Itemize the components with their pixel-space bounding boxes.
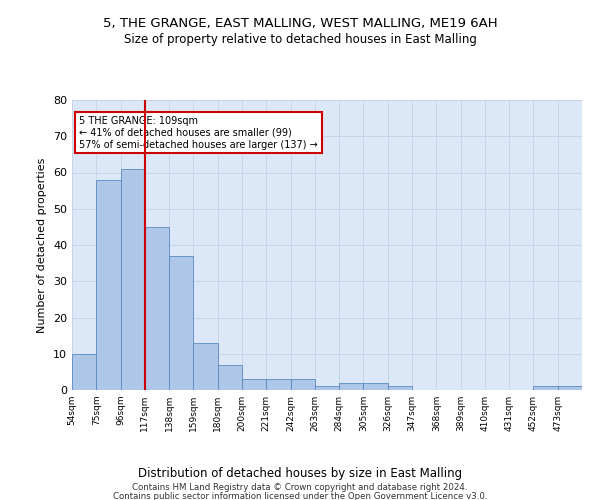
Text: Distribution of detached houses by size in East Malling: Distribution of detached houses by size … (138, 468, 462, 480)
Bar (266, 379, 290, 390)
Text: 5, THE GRANGE, EAST MALLING, WEST MALLING, ME19 6AH: 5, THE GRANGE, EAST MALLING, WEST MALLIN… (103, 18, 497, 30)
Bar (193, 343, 218, 390)
Bar (339, 383, 364, 390)
Y-axis label: Number of detached properties: Number of detached properties (37, 158, 47, 332)
Bar (388, 386, 412, 390)
Bar (558, 386, 582, 390)
Bar (145, 227, 169, 390)
Bar (533, 386, 558, 390)
Text: 5 THE GRANGE: 109sqm
← 41% of detached houses are smaller (99)
57% of semi-detac: 5 THE GRANGE: 109sqm ← 41% of detached h… (79, 116, 318, 150)
Bar (96, 180, 121, 390)
Bar (72, 354, 96, 390)
Text: Contains public sector information licensed under the Open Government Licence v3: Contains public sector information licen… (113, 492, 487, 500)
Text: Size of property relative to detached houses in East Malling: Size of property relative to detached ho… (124, 32, 476, 46)
Bar (218, 364, 242, 390)
Bar (169, 256, 193, 390)
Bar (315, 386, 339, 390)
Bar (242, 379, 266, 390)
Bar (364, 383, 388, 390)
Bar (121, 169, 145, 390)
Bar (290, 379, 315, 390)
Text: Contains HM Land Registry data © Crown copyright and database right 2024.: Contains HM Land Registry data © Crown c… (132, 482, 468, 492)
